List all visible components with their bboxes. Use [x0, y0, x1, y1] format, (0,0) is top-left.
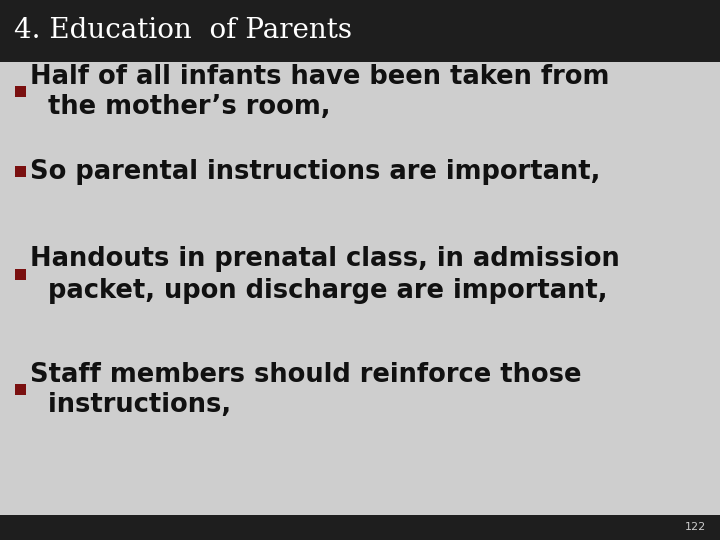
Bar — [15, 268, 26, 280]
Bar — [15, 383, 26, 395]
Text: 122: 122 — [685, 523, 706, 532]
Bar — [15, 165, 26, 177]
Text: 4. Education  of Parents: 4. Education of Parents — [14, 17, 352, 44]
Text: Handouts in prenatal class, in admission
  packet, upon discharge are important,: Handouts in prenatal class, in admission… — [30, 246, 620, 303]
Bar — [0, 515, 720, 540]
Bar — [15, 85, 26, 97]
Bar — [0, 0, 720, 62]
Text: So parental instructions are important,: So parental instructions are important, — [30, 159, 600, 185]
Text: Staff members should reinforce those
  instructions,: Staff members should reinforce those ins… — [30, 361, 582, 419]
Text: Half of all infants have been taken from
  the mother’s room,: Half of all infants have been taken from… — [30, 64, 609, 120]
